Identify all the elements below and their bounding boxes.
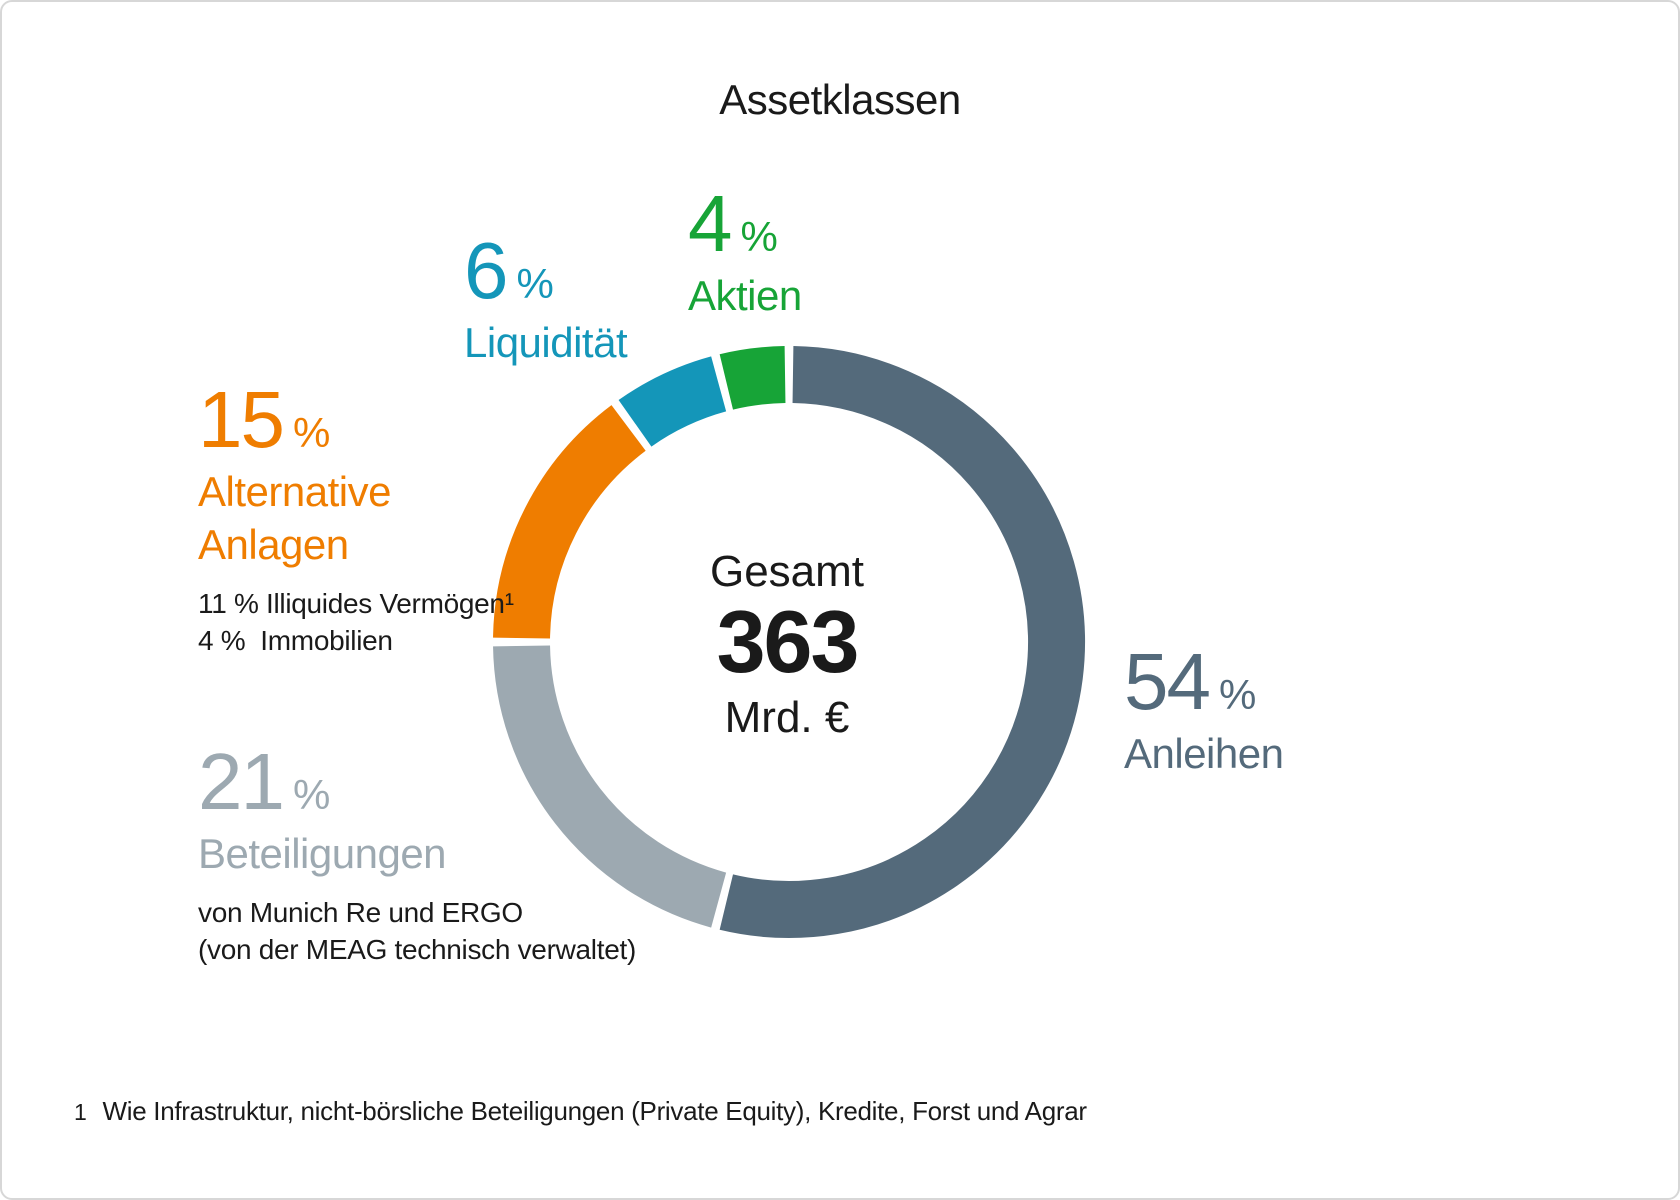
percent-sign: % bbox=[292, 771, 331, 818]
alternative-percent-value: 15 bbox=[198, 375, 285, 464]
anleihen-label: Anleihen bbox=[1124, 730, 1284, 777]
liquiditaet-label: Liquidität bbox=[464, 319, 628, 366]
donut-segment-anleihen bbox=[719, 346, 1086, 938]
chart-title: Assetklassen bbox=[719, 76, 961, 123]
alternative-percent: 15% bbox=[198, 380, 514, 460]
donut-segment-aktien bbox=[719, 346, 787, 410]
percent-sign: % bbox=[1218, 671, 1257, 718]
alternative-label-line2: Anlagen bbox=[198, 520, 349, 568]
donut-segment-alternative-anlagen bbox=[493, 405, 647, 639]
center-unit: Mrd. € bbox=[724, 692, 850, 742]
alternative-note-immobilien: 4 % Immobilien bbox=[198, 624, 393, 656]
donut-segment-beteiligungen bbox=[493, 645, 727, 928]
callout-beteiligungen: 21% Beteiligungen von Munich Re und ERGO… bbox=[198, 742, 636, 969]
footnote: 1 Wie Infrastruktur, nicht-börsliche Bete… bbox=[74, 1096, 1087, 1127]
beteiligungen-note-owner: von Munich Re und ERGO bbox=[198, 896, 523, 928]
liquiditaet-percent: 6% bbox=[464, 231, 627, 311]
aktien-percent: 4% bbox=[688, 184, 802, 264]
alternative-notes: 11 % Illiquides Vermögen¹ 4 % Immobilien bbox=[198, 586, 514, 660]
aktien-percent-value: 4 bbox=[688, 179, 732, 268]
donut-segment-liquidität bbox=[618, 356, 727, 447]
donut-center-label: Gesamt 363 Mrd. € bbox=[709, 547, 865, 743]
callout-alternative-anlagen: 15% Alternative Anlagen 11 % Illiquides … bbox=[198, 380, 514, 660]
center-total-value: 363 bbox=[716, 592, 860, 692]
callout-liquiditaet: 6% Liquidität bbox=[464, 231, 628, 370]
center-caption: Gesamt bbox=[709, 547, 865, 596]
callout-anleihen: 54% Anleihen bbox=[1124, 642, 1284, 781]
callout-aktien: 4% Aktien bbox=[688, 184, 802, 323]
liquiditaet-percent-value: 6 bbox=[464, 226, 508, 315]
beteiligungen-percent: 21% bbox=[198, 742, 636, 822]
beteiligungen-percent-value: 21 bbox=[198, 737, 285, 826]
percent-sign: % bbox=[740, 213, 778, 260]
percent-sign: % bbox=[516, 260, 554, 307]
aktien-label: Aktien bbox=[688, 272, 802, 319]
footnote-marker: 1 bbox=[74, 1099, 87, 1125]
donut-chart bbox=[493, 346, 1086, 938]
anleihen-percent-value: 54 bbox=[1124, 637, 1211, 726]
alternative-note-illiquides: 11 % Illiquides Vermögen¹ bbox=[198, 587, 514, 619]
beteiligungen-notes: von Munich Re und ERGO (von der MEAG tec… bbox=[198, 895, 636, 969]
anleihen-percent: 54% bbox=[1124, 642, 1283, 722]
alternative-label-line1: Alternative bbox=[198, 468, 391, 515]
footnote-text: Wie Infrastruktur, nicht-börsliche Betei… bbox=[102, 1096, 1088, 1126]
beteiligungen-label: Beteiligungen bbox=[198, 830, 447, 877]
beteiligungen-note-meag: (von der MEAG technisch verwaltet) bbox=[198, 933, 636, 965]
percent-sign: % bbox=[292, 409, 331, 456]
